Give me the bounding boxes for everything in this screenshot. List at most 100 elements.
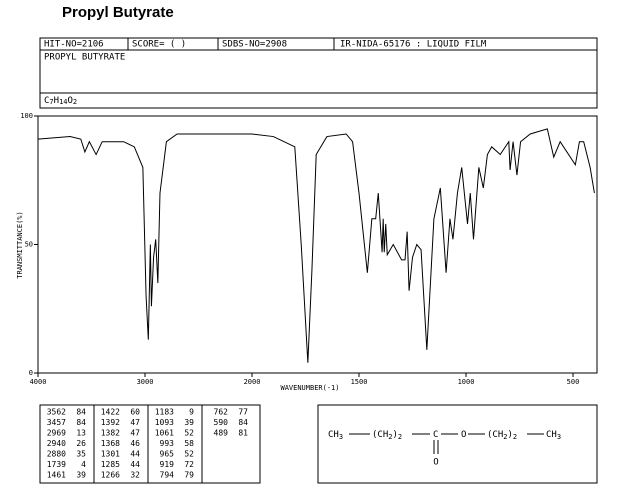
peak-wavenumber: 1368 xyxy=(101,439,120,448)
peak-wavenumber: 3562 xyxy=(47,408,66,417)
subscript: 3 xyxy=(557,433,561,441)
atom: ) xyxy=(392,430,397,440)
peak-transmittance: 39 xyxy=(184,418,194,427)
structure-group: (CH2)2 xyxy=(372,430,402,442)
atom: (CH xyxy=(487,430,503,440)
peak-wavenumber: 965 xyxy=(160,450,175,459)
peak-transmittance: 35 xyxy=(76,450,86,459)
atom: C xyxy=(433,430,438,440)
peak-wavenumber: 1285 xyxy=(101,460,120,469)
peak-wavenumber: 993 xyxy=(160,439,175,448)
peak-transmittance: 60 xyxy=(130,408,140,417)
peak-transmittance: 39 xyxy=(76,471,86,480)
title: Propyl Butyrate xyxy=(62,4,174,21)
y-tick-label: 0 xyxy=(29,369,33,377)
peak-transmittance: 84 xyxy=(76,418,86,427)
x-tick-label: 500 xyxy=(567,378,580,386)
x-tick-label: 1000 xyxy=(458,378,475,386)
subscript: 2 xyxy=(388,433,392,441)
peak-transmittance: 4 xyxy=(81,460,86,469)
peak-transmittance: 32 xyxy=(130,471,140,480)
element: C xyxy=(44,96,49,106)
x-tick-label: 1500 xyxy=(351,378,368,386)
subscript: 2 xyxy=(513,433,517,441)
subscript: 2 xyxy=(73,98,77,106)
peak-wavenumber: 1382 xyxy=(101,429,120,438)
peak-transmittance: 84 xyxy=(76,408,86,417)
structure-box xyxy=(317,404,598,484)
score: SCORE= ( ) xyxy=(132,40,186,50)
subscript: 7 xyxy=(49,98,53,106)
subscript: 2 xyxy=(398,433,402,441)
peak-wavenumber: 919 xyxy=(160,460,175,469)
peak-wavenumber: 1392 xyxy=(101,418,120,427)
peak-transmittance: 47 xyxy=(130,429,140,438)
x-tick-label: 4000 xyxy=(30,378,47,386)
peak-wavenumber: 2969 xyxy=(47,429,66,438)
peak-wavenumber: 1739 xyxy=(47,460,66,469)
peak-transmittance: 84 xyxy=(238,418,248,427)
subscript: 2 xyxy=(503,433,507,441)
element: O xyxy=(68,96,73,106)
carbonyl-oxygen: O xyxy=(433,458,438,468)
peak-transmittance: 13 xyxy=(76,429,86,438)
peak-wavenumber: 1183 xyxy=(155,408,174,417)
peak-wavenumber: 2940 xyxy=(47,439,66,448)
peak-transmittance: 77 xyxy=(238,408,248,417)
peak-transmittance: 52 xyxy=(184,429,194,438)
structure-group: (CH2)2 xyxy=(487,430,517,442)
peak-transmittance: 58 xyxy=(184,439,194,448)
atom: CH xyxy=(328,430,339,440)
sdbs-no: SDBS-NO=2908 xyxy=(222,40,287,50)
peak-wavenumber: 2880 xyxy=(47,450,66,459)
structure-group: C xyxy=(433,430,438,440)
method: IR-NIDA-65176 : LIQUID FILM xyxy=(340,40,487,50)
element: H xyxy=(54,96,59,106)
peak-transmittance: 79 xyxy=(184,471,194,480)
peak-transmittance: 9 xyxy=(189,408,194,417)
peak-transmittance: 26 xyxy=(76,439,86,448)
peak-transmittance: 72 xyxy=(184,460,194,469)
peak-transmittance: 52 xyxy=(184,450,194,459)
peak-wavenumber: 1061 xyxy=(155,429,174,438)
structure-group: CH3 xyxy=(546,430,561,442)
x-axis-label: WAVENUMBER(-1) xyxy=(280,384,339,392)
structure-group: O xyxy=(461,430,466,440)
peak-wavenumber: 3457 xyxy=(47,418,66,427)
peak-wavenumber: 1461 xyxy=(47,471,66,480)
spectrum-line xyxy=(37,128,595,363)
peak-wavenumber: 1301 xyxy=(101,450,120,459)
plot-frame xyxy=(37,115,598,374)
header: HIT-NO=2106 SCORE= ( ) SDBS-NO=2908 IR-N… xyxy=(39,37,598,109)
subscript: 3 xyxy=(339,433,343,441)
subscript: 14 xyxy=(59,98,67,106)
peak-wavenumber: 1093 xyxy=(155,418,174,427)
atom: CH xyxy=(546,430,557,440)
structure-group: CH3 xyxy=(328,430,343,442)
hit-no: HIT-NO=2106 xyxy=(44,40,104,50)
header-box xyxy=(39,37,598,109)
peak-wavenumber: 590 xyxy=(214,418,229,427)
peak-transmittance: 44 xyxy=(130,460,140,469)
x-tick-label: 3000 xyxy=(137,378,154,386)
y-tick-label: 100 xyxy=(20,112,33,120)
atom: O xyxy=(461,430,466,440)
peak-transmittance: 44 xyxy=(130,450,140,459)
peak-wavenumber: 794 xyxy=(160,471,175,480)
atom: ) xyxy=(507,430,512,440)
peak-table-box xyxy=(39,404,261,484)
compound-name: PROPYL BUTYRATE xyxy=(44,53,125,63)
y-axis-label: TRANSMITTANCE(%) xyxy=(16,211,24,278)
peak-transmittance: 46 xyxy=(130,439,140,448)
peak-wavenumber: 1266 xyxy=(101,471,120,480)
formula: C7H14O2 xyxy=(44,96,77,107)
peak-wavenumber: 489 xyxy=(214,429,229,438)
peak-transmittance: 47 xyxy=(130,418,140,427)
x-tick-label: 2000 xyxy=(244,378,261,386)
atom: (CH xyxy=(372,430,388,440)
y-tick-label: 50 xyxy=(25,241,33,249)
peak-wavenumber: 1422 xyxy=(101,408,120,417)
peak-transmittance: 81 xyxy=(238,429,248,438)
peak-wavenumber: 762 xyxy=(214,408,229,417)
